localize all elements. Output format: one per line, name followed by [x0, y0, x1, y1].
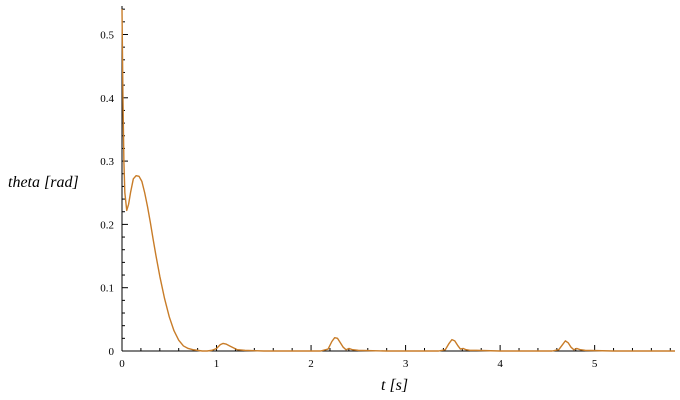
y-tick-label: 0.2	[100, 219, 114, 231]
theta-series-line	[121, 9, 675, 352]
y-tick-label: 0.3	[100, 156, 114, 168]
axes-layer	[121, 6, 675, 352]
x-axis-label: t [s]	[381, 377, 408, 394]
y-tick-label: 0.1	[100, 283, 114, 295]
ticks-layer: 0 0.1 0.2 0.3 0.4 0.5 0 1 2 3 4 5	[100, 8, 671, 370]
y-tick-label: 0.5	[100, 29, 114, 41]
y-tick-label: 0	[109, 346, 115, 358]
x-tick-label: 0	[119, 358, 125, 370]
y-tick-label: 0.4	[100, 93, 114, 105]
x-tick-label: 2	[308, 358, 314, 370]
x-tick-label: 1	[214, 358, 220, 370]
x-tick-label: 4	[497, 358, 503, 370]
y-axis-label: theta [rad]	[8, 174, 79, 191]
x-tick-label: 5	[592, 358, 598, 370]
series-layer	[121, 9, 675, 352]
x-tick-label: 3	[403, 358, 409, 370]
